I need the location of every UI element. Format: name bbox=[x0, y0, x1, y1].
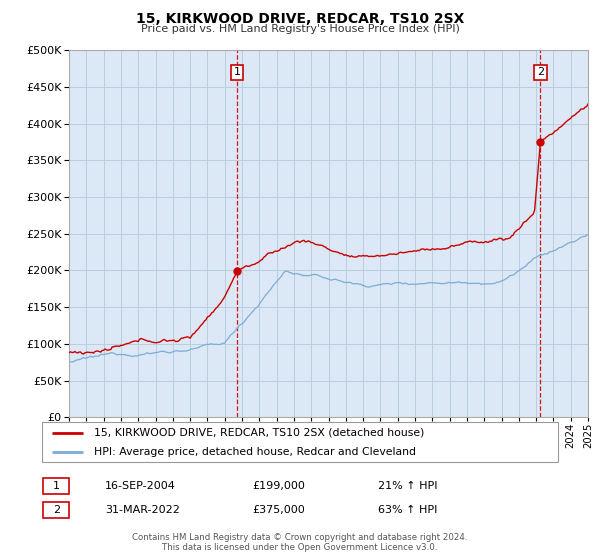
FancyBboxPatch shape bbox=[43, 478, 70, 494]
Text: Contains HM Land Registry data © Crown copyright and database right 2024.: Contains HM Land Registry data © Crown c… bbox=[132, 533, 468, 542]
Text: 1: 1 bbox=[233, 67, 241, 77]
Text: Price paid vs. HM Land Registry's House Price Index (HPI): Price paid vs. HM Land Registry's House … bbox=[140, 24, 460, 34]
Text: £375,000: £375,000 bbox=[252, 505, 305, 515]
Text: 2: 2 bbox=[537, 67, 544, 77]
Text: 63% ↑ HPI: 63% ↑ HPI bbox=[378, 505, 437, 515]
Text: 15, KIRKWOOD DRIVE, REDCAR, TS10 2SX: 15, KIRKWOOD DRIVE, REDCAR, TS10 2SX bbox=[136, 12, 464, 26]
FancyBboxPatch shape bbox=[43, 502, 70, 517]
Text: HPI: Average price, detached house, Redcar and Cleveland: HPI: Average price, detached house, Redc… bbox=[94, 447, 416, 457]
Text: 2: 2 bbox=[53, 505, 60, 515]
FancyBboxPatch shape bbox=[42, 422, 558, 462]
Text: 31-MAR-2022: 31-MAR-2022 bbox=[105, 505, 180, 515]
Text: 16-SEP-2004: 16-SEP-2004 bbox=[105, 481, 176, 491]
Text: This data is licensed under the Open Government Licence v3.0.: This data is licensed under the Open Gov… bbox=[163, 543, 437, 552]
Text: 15, KIRKWOOD DRIVE, REDCAR, TS10 2SX (detached house): 15, KIRKWOOD DRIVE, REDCAR, TS10 2SX (de… bbox=[94, 428, 424, 437]
Text: £199,000: £199,000 bbox=[252, 481, 305, 491]
Text: 1: 1 bbox=[53, 481, 60, 491]
Text: 21% ↑ HPI: 21% ↑ HPI bbox=[378, 481, 437, 491]
